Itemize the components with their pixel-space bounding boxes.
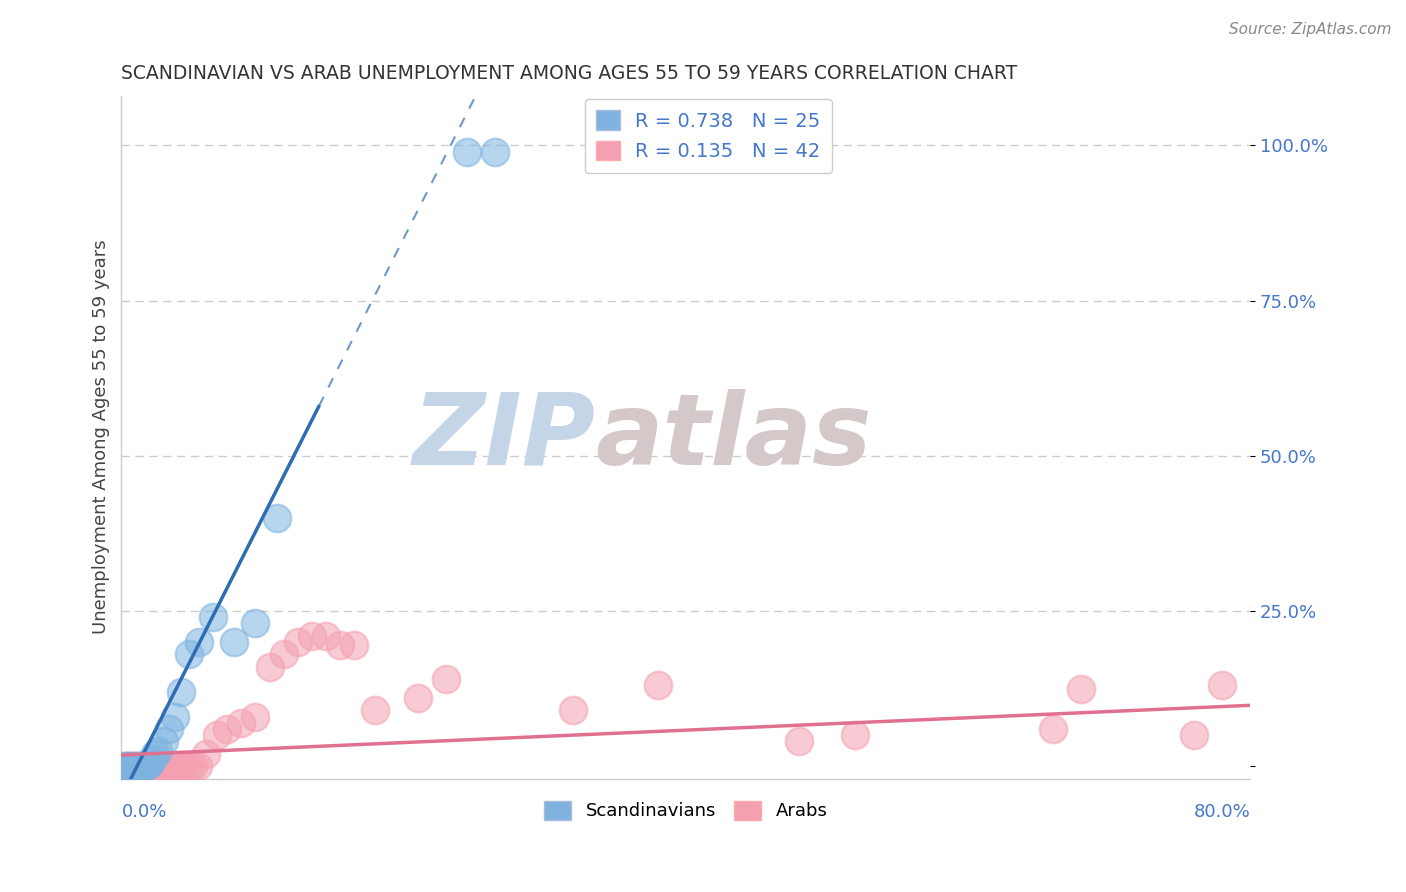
Point [135, 759, 157, 773]
Point [1182, 728, 1205, 742]
Point [141, 753, 163, 767]
Point [364, 703, 387, 717]
Point [129, 759, 152, 773]
Point [124, 759, 146, 773]
Point [195, 747, 218, 761]
Point [844, 728, 866, 742]
Point [139, 759, 162, 773]
Point [329, 638, 352, 652]
Point [166, 759, 188, 773]
Legend: Scandinavians, Arabs: Scandinavians, Arabs [537, 794, 835, 828]
Point [110, 759, 132, 773]
Point [135, 759, 157, 773]
Point [1070, 681, 1092, 696]
Text: SCANDINAVIAN VS ARAB UNEMPLOYMENT AMONG AGES 55 TO 59 YEARS CORRELATION CHART: SCANDINAVIAN VS ARAB UNEMPLOYMENT AMONG … [121, 64, 1018, 83]
Point [315, 629, 337, 643]
Point [114, 759, 136, 773]
Point [160, 759, 183, 773]
Text: 80.0%: 80.0% [1194, 804, 1250, 822]
Point [647, 678, 669, 692]
Point [456, 145, 478, 159]
Point [132, 759, 155, 773]
Point [217, 722, 239, 736]
Point [131, 759, 153, 773]
Point [207, 728, 229, 742]
Point [165, 709, 187, 723]
Point [143, 747, 166, 761]
Point [152, 759, 174, 773]
Point [156, 759, 179, 773]
Point [115, 759, 138, 773]
Point [231, 715, 253, 730]
Point [127, 759, 149, 773]
Point [179, 648, 201, 662]
Point [224, 635, 246, 649]
Point [174, 759, 197, 773]
Point [138, 756, 160, 770]
Point [188, 635, 211, 649]
Text: Source: ZipAtlas.com: Source: ZipAtlas.com [1229, 22, 1392, 37]
Point [143, 759, 166, 773]
Point [118, 759, 141, 773]
Point [1211, 678, 1233, 692]
Point [1042, 722, 1064, 736]
Point [287, 635, 309, 649]
Point [787, 734, 810, 748]
Point [484, 145, 506, 159]
Point [202, 610, 225, 624]
Y-axis label: Unemployment Among Ages 55 to 59 years: Unemployment Among Ages 55 to 59 years [93, 240, 110, 634]
Point [183, 759, 205, 773]
Point [121, 759, 143, 773]
Point [152, 734, 174, 748]
Point [146, 744, 169, 758]
Point [187, 759, 209, 773]
Point [179, 759, 201, 773]
Point [112, 759, 135, 773]
Point [127, 759, 149, 773]
Point [266, 511, 288, 525]
Text: 0.0%: 0.0% [121, 804, 167, 822]
Point [259, 660, 281, 674]
Text: ZIP: ZIP [412, 389, 595, 485]
Point [122, 759, 145, 773]
Point [301, 629, 323, 643]
Point [118, 759, 141, 773]
Point [406, 690, 429, 705]
Point [561, 703, 583, 717]
Point [170, 684, 193, 698]
Point [245, 616, 267, 631]
Point [170, 759, 193, 773]
Point [343, 638, 366, 652]
Point [157, 722, 180, 736]
Point [434, 673, 457, 687]
Point [245, 709, 267, 723]
Point [273, 648, 295, 662]
Point [148, 759, 170, 773]
Text: atlas: atlas [595, 389, 872, 485]
